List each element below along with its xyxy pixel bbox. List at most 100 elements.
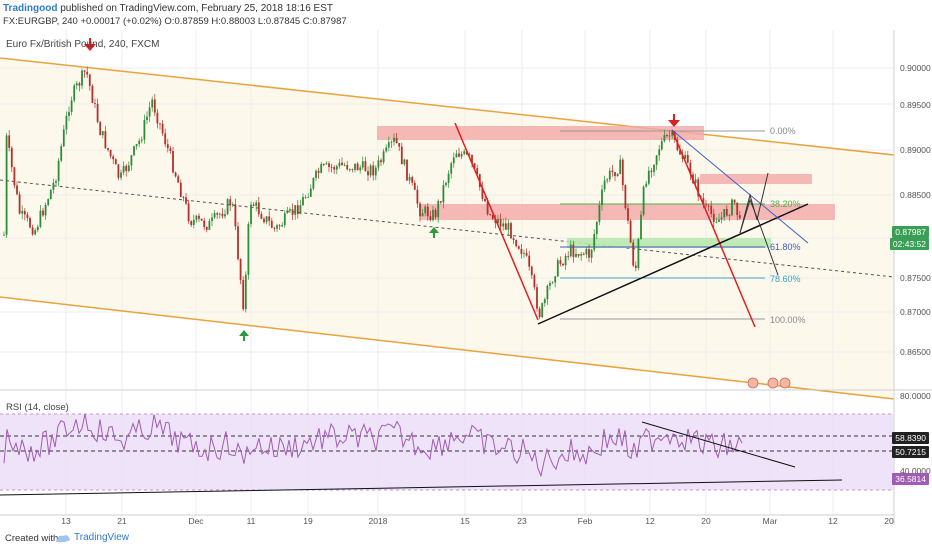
chart-area[interactable]: 0.00% 38.20% 61.80% 78.60% 100.00% 0.900 bbox=[0, 30, 932, 526]
candle-body bbox=[705, 204, 707, 206]
candle-body bbox=[325, 163, 328, 165]
candle-body bbox=[70, 100, 73, 112]
candle-body bbox=[351, 168, 354, 170]
candle-body bbox=[83, 70, 86, 72]
author-link[interactable]: Tradingood bbox=[3, 3, 58, 14]
blue-trendline[interactable] bbox=[671, 129, 809, 244]
candle-body bbox=[450, 163, 453, 174]
candle-body bbox=[164, 133, 167, 145]
candle-body bbox=[21, 210, 24, 214]
candle-body bbox=[468, 154, 471, 156]
candle-body bbox=[229, 199, 232, 206]
channel-upper-line[interactable] bbox=[0, 57, 895, 156]
candle-body bbox=[460, 153, 463, 157]
symbol-label[interactable]: Euro Fx/British Pound, 240, FXCM bbox=[6, 39, 160, 50]
candle-body bbox=[445, 182, 447, 186]
candle-body bbox=[117, 164, 120, 178]
price-tick: 0.89000 bbox=[900, 145, 931, 155]
candle-body bbox=[23, 210, 26, 215]
candle-body bbox=[660, 141, 663, 150]
candle-body bbox=[221, 213, 224, 217]
candle-body bbox=[216, 213, 219, 215]
rsi-line[interactable] bbox=[3, 413, 743, 478]
created-with-text: Created with bbox=[5, 533, 59, 544]
candle-body bbox=[528, 255, 531, 267]
price-tick: 0.87500 bbox=[900, 273, 931, 283]
candle-body bbox=[731, 199, 733, 216]
candle-body bbox=[34, 230, 37, 235]
candle-body bbox=[369, 165, 372, 176]
candle-body bbox=[458, 153, 460, 157]
resistance-zone-small[interactable] bbox=[700, 174, 812, 184]
candle-body bbox=[330, 166, 333, 168]
candle-body bbox=[55, 181, 57, 183]
candle-body bbox=[686, 154, 689, 163]
candle-body bbox=[252, 204, 255, 206]
candle-body bbox=[8, 135, 11, 148]
candle-body bbox=[122, 165, 125, 173]
rsi-support-line[interactable] bbox=[0, 479, 843, 496]
candle-body bbox=[382, 151, 385, 163]
candle-body bbox=[380, 160, 382, 163]
price-axis[interactable]: 0.90000 0.89500 0.89000 0.88500 0.87500 … bbox=[900, 63, 931, 357]
candle-body bbox=[354, 163, 356, 170]
candle-body bbox=[447, 173, 450, 183]
event-icons[interactable] bbox=[747, 377, 791, 389]
candle-body bbox=[286, 210, 289, 214]
candle-body bbox=[512, 238, 515, 241]
projection-path-down[interactable] bbox=[739, 198, 779, 276]
candle-body bbox=[452, 157, 455, 164]
fib-retracement[interactable]: 0.00% 38.20% 61.80% 78.60% 100.00% bbox=[560, 126, 806, 325]
candle-body bbox=[39, 210, 42, 227]
candle-body bbox=[172, 151, 174, 173]
red-trendline-right[interactable] bbox=[671, 129, 756, 328]
black-support-line[interactable] bbox=[537, 203, 809, 325]
tradingview-brand-link[interactable]: TradingView bbox=[74, 532, 130, 543]
candle-body bbox=[348, 168, 351, 170]
candle-body bbox=[187, 203, 190, 222]
time-axis[interactable]: 13 21 Dec 11 19 2018 15 23 Feb 12 20 Mar… bbox=[61, 516, 894, 526]
time-tick: 2018 bbox=[369, 516, 388, 525]
rsi-axis[interactable]: 80.0000 40.0000 bbox=[900, 391, 931, 476]
support-zone-green[interactable] bbox=[567, 238, 771, 248]
rsi-resistance-line[interactable] bbox=[641, 421, 796, 468]
candle-body bbox=[174, 172, 177, 177]
candle-body bbox=[291, 209, 294, 215]
candle-body bbox=[13, 167, 16, 186]
candle-body bbox=[143, 120, 146, 140]
candle-body bbox=[281, 225, 284, 227]
candle-body bbox=[372, 165, 375, 176]
price-tick: 0.90000 bbox=[900, 63, 931, 73]
candle-body bbox=[185, 197, 187, 204]
candle-body bbox=[676, 139, 679, 151]
candle-body bbox=[585, 249, 588, 255]
candle-body bbox=[595, 221, 598, 235]
candle-body bbox=[593, 234, 596, 250]
candle-body bbox=[406, 159, 408, 181]
candle-body bbox=[307, 196, 310, 198]
candle-body bbox=[317, 170, 320, 173]
candle-body bbox=[62, 129, 65, 147]
header: Tradingood published on TradingView.com,… bbox=[0, 0, 932, 30]
candle-body bbox=[205, 226, 208, 230]
candle-body bbox=[268, 216, 271, 221]
candle-body bbox=[234, 204, 237, 227]
candle-body bbox=[265, 216, 268, 223]
candle-body bbox=[86, 71, 89, 75]
candle-body bbox=[263, 218, 265, 223]
rsi-label[interactable]: RSI (14, close) bbox=[6, 402, 69, 413]
candle-body bbox=[608, 170, 611, 180]
candle-body bbox=[536, 287, 538, 309]
channel-lower-line[interactable] bbox=[0, 296, 895, 400]
candle-body bbox=[224, 214, 226, 217]
candle-body bbox=[580, 253, 583, 256]
candle-body bbox=[101, 131, 104, 136]
candle-body bbox=[424, 206, 427, 214]
candle-body bbox=[416, 189, 419, 204]
candle-body bbox=[421, 213, 424, 217]
resistance-zone-top[interactable] bbox=[377, 126, 704, 140]
candle-body bbox=[564, 256, 567, 266]
red-trendline-left[interactable] bbox=[454, 122, 539, 321]
candle-body bbox=[94, 102, 96, 104]
time-tick: Feb bbox=[578, 516, 593, 525]
